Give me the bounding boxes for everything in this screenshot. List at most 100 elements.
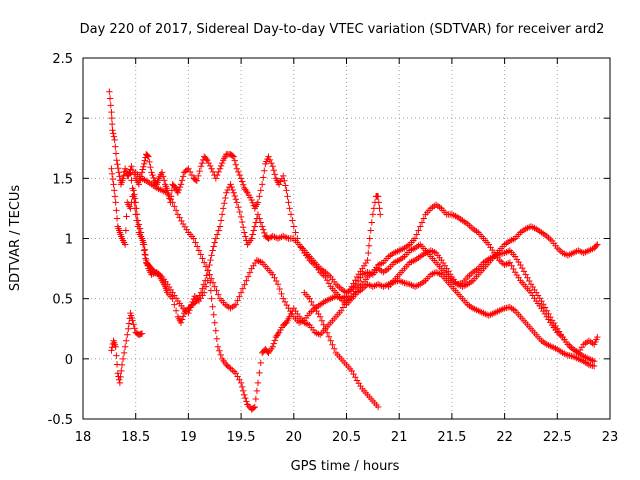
data-point xyxy=(113,352,120,359)
data-point xyxy=(125,320,133,327)
x-tick-label: 18 xyxy=(75,430,92,445)
data-point xyxy=(277,178,284,185)
data-point xyxy=(281,298,289,306)
data-point xyxy=(272,333,280,341)
data-point xyxy=(169,199,176,206)
data-point xyxy=(187,304,194,311)
data-point xyxy=(278,290,285,298)
data-point xyxy=(237,175,245,182)
data-point xyxy=(273,277,280,285)
data-point xyxy=(323,329,331,336)
data-point xyxy=(229,152,236,160)
data-point xyxy=(144,262,151,269)
data-point xyxy=(119,175,127,182)
data-point xyxy=(368,219,375,226)
data-point xyxy=(241,281,248,288)
data-point xyxy=(367,227,374,234)
data-point xyxy=(107,102,114,109)
data-point xyxy=(239,285,247,292)
data-point xyxy=(211,283,218,290)
data-point xyxy=(376,205,383,212)
data-point xyxy=(345,289,352,297)
data-point xyxy=(266,234,274,241)
data-point xyxy=(269,163,276,170)
y-axis-label: SDTVAR / TECUs xyxy=(8,185,23,292)
data-point xyxy=(143,259,151,267)
data-point xyxy=(510,265,517,273)
data-point xyxy=(258,223,266,230)
data-point xyxy=(175,186,183,194)
data-point xyxy=(113,157,120,164)
chart-title: Day 220 of 2017, Sidereal Day-to-day VTE… xyxy=(80,22,605,37)
data-point xyxy=(418,219,426,226)
data-point xyxy=(172,207,180,214)
data-point xyxy=(271,171,279,178)
data-point xyxy=(254,211,262,218)
data-point xyxy=(329,341,336,348)
data-point xyxy=(199,285,206,292)
data-point xyxy=(331,345,338,353)
data-point xyxy=(227,181,234,188)
data-point xyxy=(142,251,149,259)
data-point xyxy=(123,337,130,344)
data-point xyxy=(143,151,151,159)
data-point xyxy=(133,217,140,224)
data-point xyxy=(216,223,224,230)
data-point xyxy=(377,211,384,218)
data-point xyxy=(129,185,136,192)
data-point xyxy=(179,173,187,180)
data-point xyxy=(198,159,206,167)
data-point xyxy=(116,379,124,387)
data-point xyxy=(232,195,240,203)
data-point xyxy=(256,369,263,377)
data-point xyxy=(186,307,193,314)
data-point xyxy=(158,169,166,176)
data-point xyxy=(240,224,247,231)
y-tick-label: 0 xyxy=(65,353,73,368)
data-point xyxy=(111,136,118,144)
data-point xyxy=(242,394,249,402)
data-point xyxy=(206,261,213,269)
data-point xyxy=(206,271,213,278)
data-point xyxy=(352,374,359,381)
data-point xyxy=(143,256,150,264)
x-tick-label: 22 xyxy=(496,430,513,445)
data-point xyxy=(193,177,201,184)
data-points xyxy=(106,88,601,413)
series-sat-f xyxy=(301,289,382,411)
data-point xyxy=(110,133,118,140)
data-point xyxy=(266,156,274,164)
data-point xyxy=(108,170,116,178)
data-point xyxy=(357,274,364,282)
data-point xyxy=(191,293,198,300)
data-point xyxy=(282,182,289,189)
data-point xyxy=(235,204,242,211)
data-point xyxy=(241,391,248,399)
data-point xyxy=(238,178,246,185)
data-point xyxy=(252,395,260,403)
data-point xyxy=(215,291,222,298)
data-point xyxy=(251,403,259,411)
data-point xyxy=(207,287,215,294)
data-point xyxy=(135,181,143,188)
y-tick-label: 2.5 xyxy=(52,52,73,67)
data-point xyxy=(348,283,355,290)
data-point xyxy=(207,256,214,264)
y-tick-label: -0.5 xyxy=(48,413,73,428)
data-point xyxy=(193,243,201,250)
data-point xyxy=(235,168,242,176)
data-point xyxy=(258,181,266,188)
data-point xyxy=(119,355,127,363)
data-point xyxy=(233,165,241,172)
data-point xyxy=(128,163,135,170)
data-point xyxy=(115,169,123,176)
data-point xyxy=(271,337,279,344)
data-point xyxy=(256,215,263,222)
data-point xyxy=(237,289,245,296)
data-point xyxy=(287,211,295,218)
data-point xyxy=(172,307,180,314)
data-point xyxy=(106,88,113,95)
data-point xyxy=(214,171,221,179)
data-point xyxy=(346,286,354,294)
data-point xyxy=(206,162,214,170)
